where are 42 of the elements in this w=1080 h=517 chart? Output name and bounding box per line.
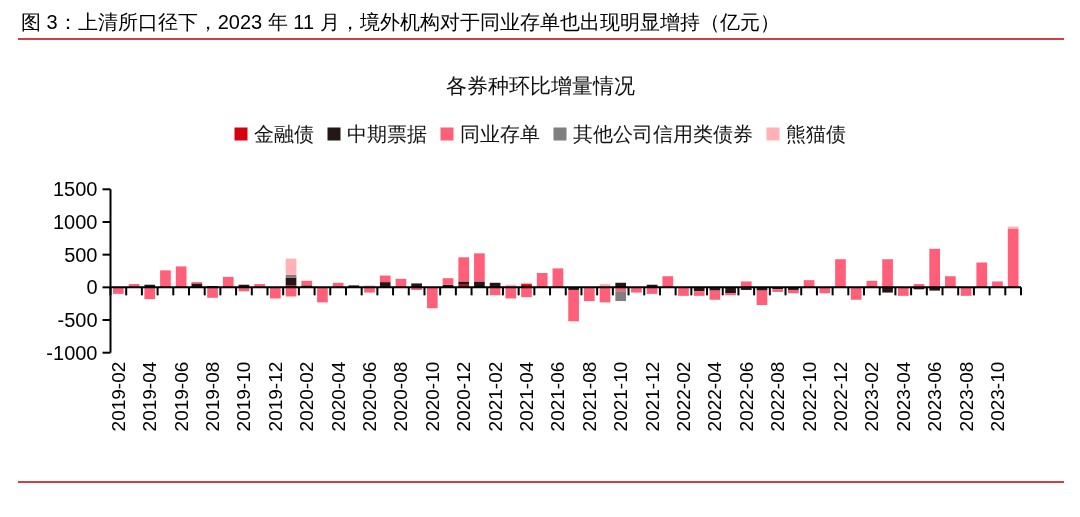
legend-label: 同业存单 — [459, 123, 540, 145]
x-tick-label: 2022-08 — [767, 361, 789, 432]
x-tick-label: 2021-08 — [578, 361, 600, 432]
y-tick-label: 0 — [86, 276, 98, 299]
legend-label: 其他公司信用类债券 — [572, 123, 753, 145]
x-tick-label: 2020-08 — [390, 361, 412, 432]
legend-label: 中期票据 — [346, 123, 427, 145]
x-tick-label: 2021-02 — [484, 361, 506, 432]
x-tick-label: 2023-02 — [861, 361, 883, 432]
x-tick-label: 2019-08 — [202, 361, 224, 432]
x-tick-label: 2023-08 — [955, 361, 977, 432]
x-tick-label: 2022-06 — [735, 361, 757, 432]
x-tick-label: 2019-02 — [107, 361, 129, 432]
x-tick-label: 2022-04 — [704, 361, 726, 432]
x-tick-label: 2020-06 — [359, 361, 381, 432]
x-tick-label: 2022-12 — [829, 361, 851, 432]
x-tick-label: 2020-02 — [296, 361, 318, 432]
y-tick-label: -1000 — [46, 341, 98, 364]
chart-title: 图 3：上清所口径下，2023 年 11 月，境外机构对于同业存单也出现明显增持（亿元） — [21, 11, 780, 33]
y-tick-label: 1500 — [53, 178, 98, 201]
x-tick-label: 2019-10 — [233, 361, 255, 432]
x-tick-label: 2021-12 — [641, 361, 663, 432]
x-tick-label: 2022-02 — [672, 361, 694, 432]
y-tick-label: -500 — [57, 309, 98, 332]
x-tick-label: 2023-04 — [892, 361, 914, 432]
x-tick-label: 2019-06 — [170, 361, 192, 432]
x-tick-label: 2019-12 — [264, 361, 286, 432]
x-tick-label: 2020-12 — [453, 361, 475, 432]
x-tick-label: 2021-06 — [547, 361, 569, 432]
x-tick-label: 2022-10 — [798, 361, 820, 432]
x-tick-label: 2021-10 — [610, 361, 632, 432]
x-tick-label: 2019-04 — [139, 361, 161, 432]
y-tick-label: 500 — [64, 243, 98, 266]
x-tick-label: 2023-06 — [924, 361, 946, 432]
y-tick-label: 1000 — [53, 210, 98, 233]
legend-label: 熊猫债 — [785, 123, 846, 145]
legend-label: 金融债 — [253, 123, 314, 145]
x-tick-label: 2020-04 — [327, 361, 349, 432]
x-tick-label: 2021-04 — [516, 361, 537, 432]
x-tick-label: 2023-10 — [986, 361, 1008, 432]
x-tick-label: 2020-10 — [421, 361, 443, 432]
chart-subtitle: 各券种环比增量情况 — [445, 74, 635, 97]
